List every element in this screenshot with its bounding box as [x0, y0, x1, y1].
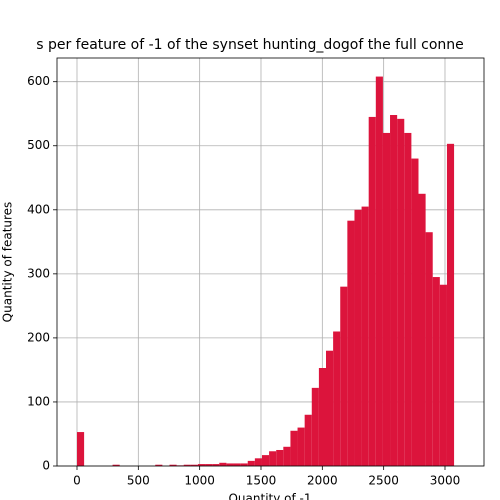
x-tick-label: 2000: [307, 474, 338, 488]
bar: [233, 463, 241, 466]
bar: [290, 430, 298, 466]
bar: [361, 206, 369, 466]
bar: [219, 462, 227, 466]
bar: [439, 284, 447, 466]
bar: [340, 286, 348, 466]
bar: [397, 118, 405, 467]
bar: [375, 76, 383, 466]
bar: [297, 427, 305, 466]
bar: [254, 458, 262, 466]
bar: [404, 132, 412, 466]
y-tick-label: 300: [27, 266, 50, 280]
x-axis-label: Quantity of -1: [228, 492, 311, 500]
bar: [390, 115, 398, 467]
bar: [311, 387, 319, 466]
bar: [276, 449, 284, 466]
y-tick-label: 200: [27, 330, 50, 344]
bar: [304, 414, 312, 466]
bar: [247, 460, 255, 466]
bar: [347, 220, 355, 466]
bar: [418, 193, 426, 466]
bar: [155, 464, 163, 466]
y-tick-label: 100: [27, 394, 50, 408]
y-tick-label: 600: [27, 74, 50, 88]
bar: [432, 277, 440, 466]
bar: [283, 446, 291, 466]
y-axis-label: Quantity of features: [1, 202, 15, 323]
bar: [240, 463, 248, 466]
bar: [425, 232, 433, 466]
bar: [411, 158, 419, 466]
bar: [205, 464, 213, 466]
y-tick-label: 0: [42, 459, 50, 473]
bar: [261, 455, 270, 466]
plot-frame: [56, 57, 485, 467]
bar: [76, 432, 85, 466]
bar: [446, 143, 455, 466]
bar: [112, 464, 120, 466]
x-tick-label: 1500: [246, 474, 277, 488]
bar: [326, 350, 334, 466]
x-tick-label: 1000: [184, 474, 215, 488]
bar: [318, 368, 327, 466]
y-tick-label: 500: [27, 138, 50, 152]
x-tick-label: 0: [73, 474, 81, 488]
x-tick-label: 3000: [430, 474, 461, 488]
bar: [226, 463, 234, 466]
y-tick-label: 400: [27, 202, 50, 216]
bar: [354, 209, 362, 466]
bar: [183, 464, 191, 466]
bar: [169, 464, 177, 466]
bar: [190, 464, 198, 466]
bar: [269, 451, 277, 466]
bar: [333, 331, 341, 466]
chart-title: s per feature of -1 of the synset huntin…: [36, 37, 464, 53]
x-tick-label: 2500: [368, 474, 399, 488]
bar: [212, 464, 220, 466]
bar: [368, 116, 376, 467]
bar: [197, 464, 206, 466]
x-tick-label: 500: [127, 474, 150, 488]
bar: [382, 132, 391, 466]
